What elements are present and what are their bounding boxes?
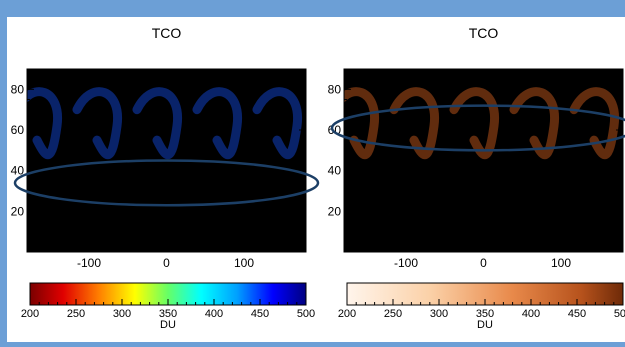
y-tick-label: 80 [11,82,25,96]
y-tick-label: 80 [328,82,342,96]
colorbar-label: DU [477,319,493,331]
colorbar-tick-label: 500 [614,308,625,320]
heatmap-wave-band [192,87,243,160]
heatmap-wave-band [569,87,620,160]
x-tick-label: 0 [480,256,487,270]
chart-panel-2: TCO-100010020406080200250300350400450500… [328,25,625,331]
heatmap-wave-band [509,87,560,160]
y-tick-label: 40 [11,164,25,178]
heatmap-wave-band [72,87,123,160]
highlight-ellipse [13,159,320,207]
heatmap-wave-band [27,87,63,160]
chart-title: TCO [152,25,182,41]
colorbar-tick-label: 500 [297,308,315,320]
colorbar-tick-label: 450 [568,308,586,320]
colorbar-tick-label: 450 [251,308,269,320]
y-tick-label: 40 [328,164,342,178]
figure: TCO -100 0 100 20 40 60 80 200 250 300 350 400 450 500… [7,17,625,342]
colorbar-tick-label: 250 [67,308,85,320]
y-tick-label: 20 [11,204,25,218]
y-tick-label: 60 [11,123,25,137]
heatmap-wave-band [344,87,380,160]
highlight-ellipse [330,104,625,152]
chart-title: TCO [469,25,499,41]
chart-panel-1: TCO -100 0 100 20 40 60 80 200 250 300 350 400 450 500… [11,25,320,331]
colorbar-tick-label: 350 [159,308,177,320]
colorbar-tick-label: 400 [522,308,540,320]
heatmap-wave-band [252,87,303,160]
x-tick-label: 100 [551,256,571,270]
x-tick-label: -100 [394,256,418,270]
colorbar-tick-label: 200 [338,308,356,320]
heatmap-wave-band [389,87,440,160]
heatmap-wave-pattern [27,87,303,160]
x-tick-label: -100 [77,256,101,270]
heatmap-wave-pattern [344,87,620,160]
x-tick-label: 0 [163,256,170,270]
colorbar-label: DU [160,319,176,331]
colorbar-tick-label: 350 [476,308,494,320]
x-tick-label: 100 [234,256,254,270]
colorbar-tick-label: 300 [113,308,131,320]
colorbar-tick-label: 200 [21,308,39,320]
colorbar-tick-label: 250 [384,308,402,320]
colorbar-tick-label: 400 [205,308,223,320]
colorbar-tick-label: 300 [430,308,448,320]
y-tick-label: 20 [328,204,342,218]
heatmap-wave-band [449,87,500,160]
heatmap-wave-band [132,87,183,160]
